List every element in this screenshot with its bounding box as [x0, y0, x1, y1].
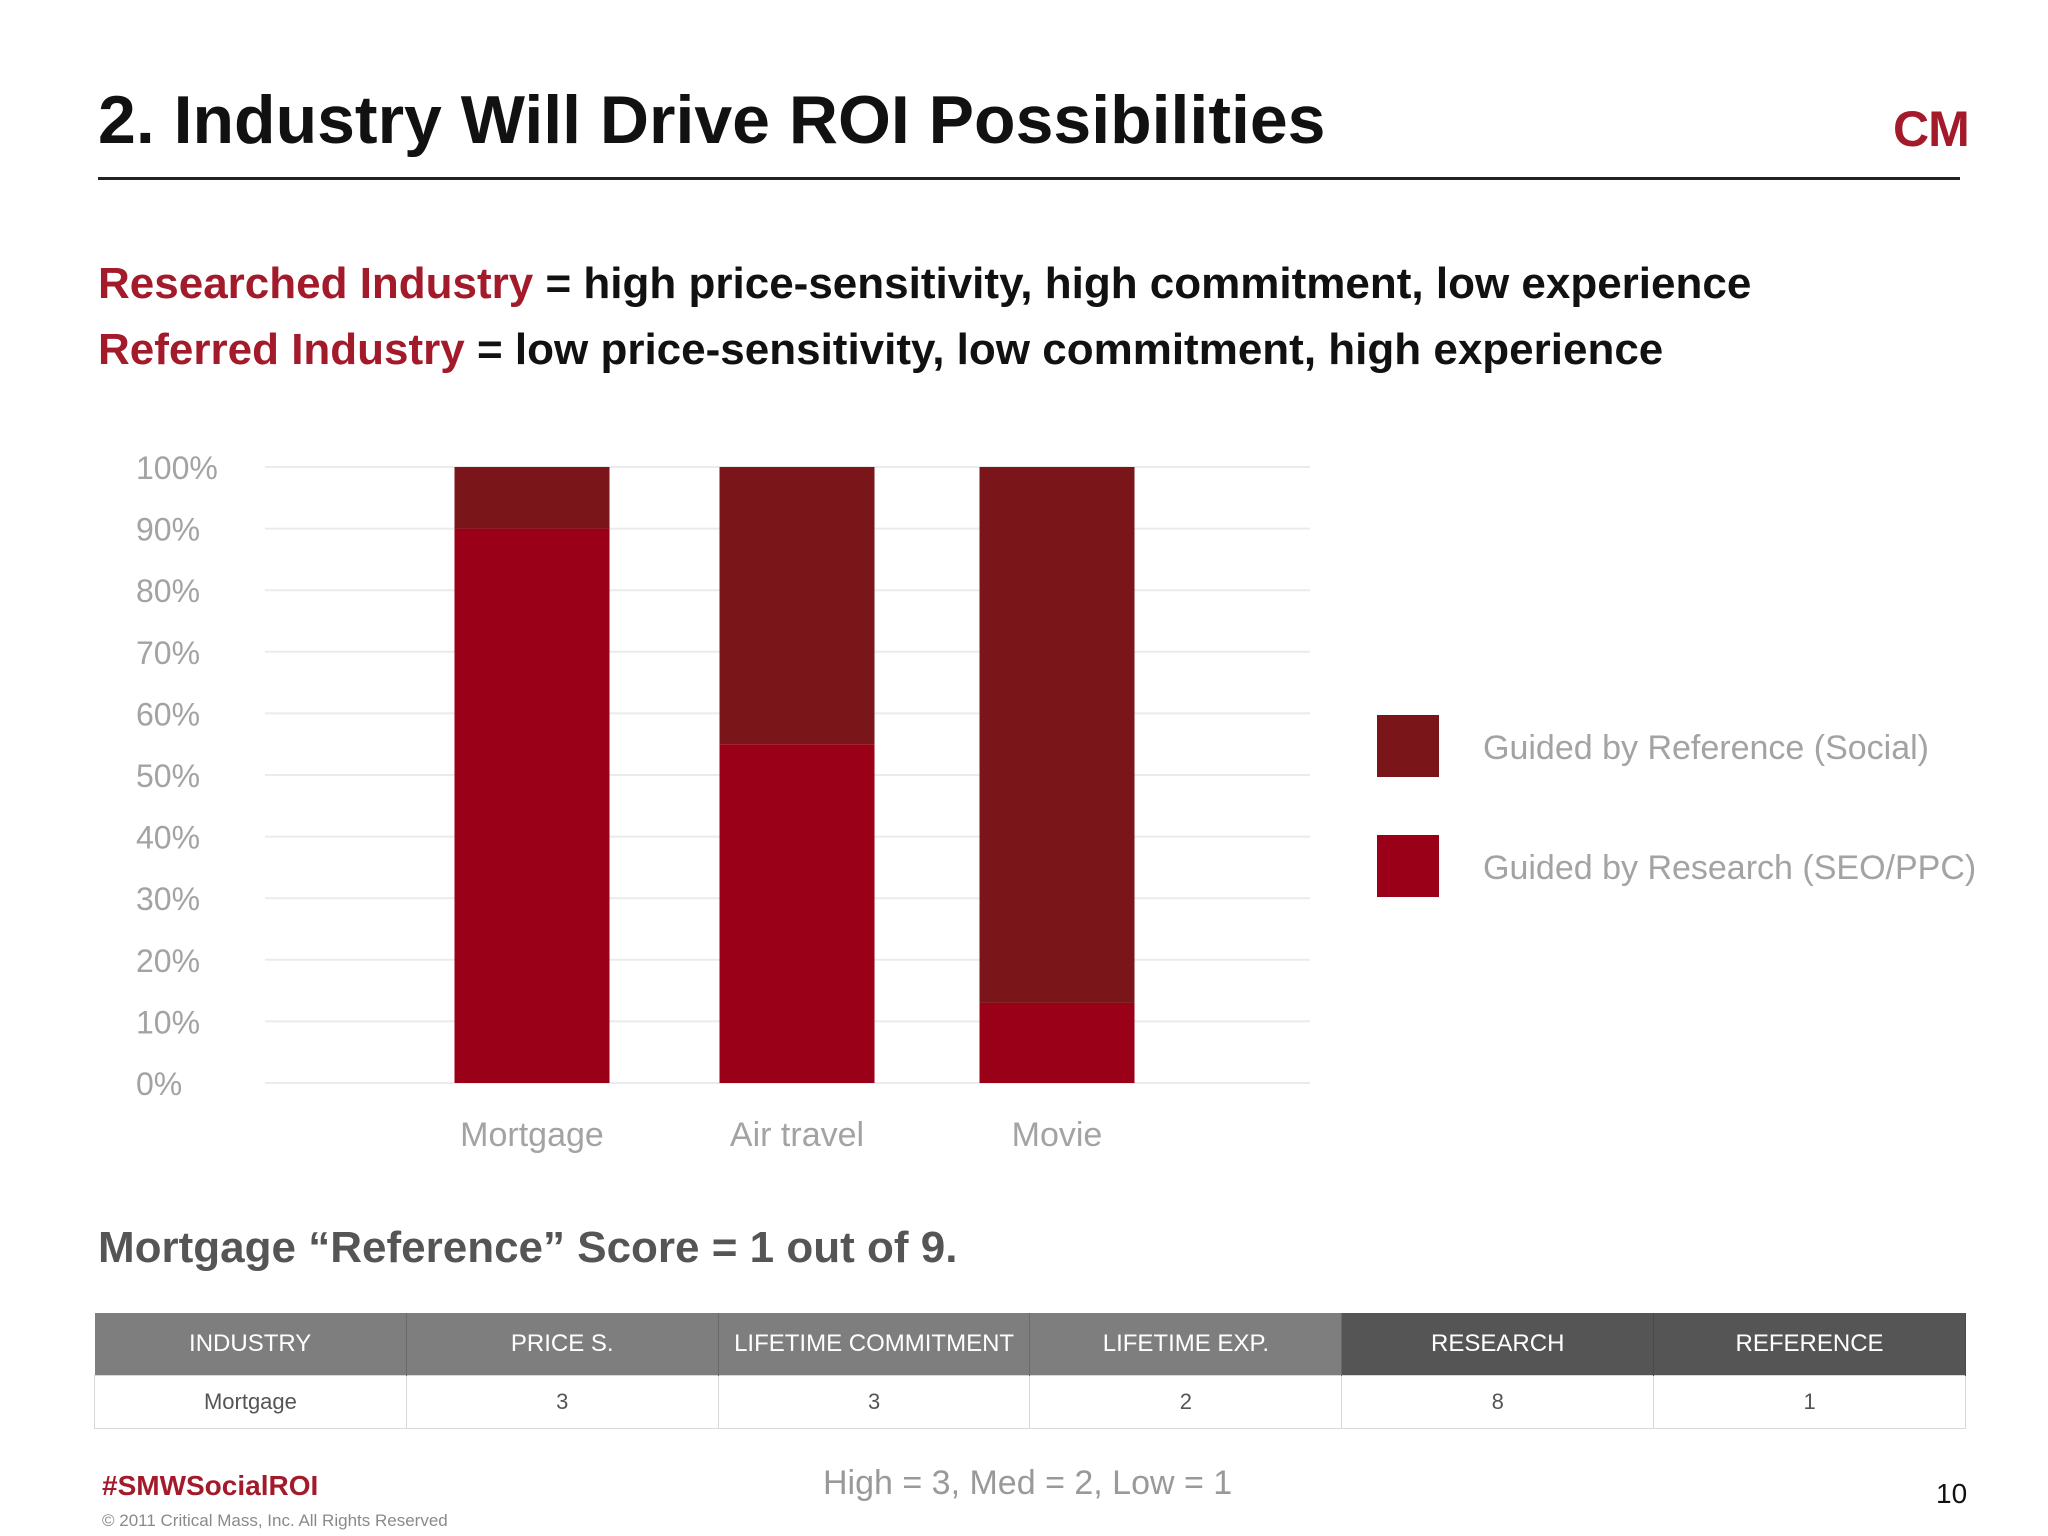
definition-term: Researched Industry [98, 259, 534, 308]
definition-referred: Referred Industry = low price-sensitivit… [98, 328, 1663, 372]
header-research: RESEARCH [1341, 1313, 1655, 1376]
x-tick-label: Movie [1012, 1116, 1103, 1154]
bar-research [979, 1002, 1135, 1083]
bar-research [719, 744, 875, 1083]
cell-price-sensitivity: 3 [405, 1375, 719, 1429]
header-industry: INDUSTRY [94, 1313, 407, 1376]
cell-lifetime-experience: 2 [1029, 1375, 1343, 1429]
header-price-sensitivity: PRICE S. [406, 1313, 719, 1376]
header-lifetime-experience: LIFETIME EXP. [1029, 1313, 1343, 1376]
bar-reference [719, 467, 875, 745]
bar-reference [979, 467, 1135, 1003]
x-tick-label: Mortgage [460, 1116, 604, 1154]
page-number: 10 [1936, 1478, 1968, 1509]
reference-score: Mortgage “Reference” Score = 1 out of 9. [98, 1223, 958, 1272]
cell-reference: 1 [1653, 1375, 1966, 1429]
definition-text: = low price-sensitivity, low commitment,… [464, 325, 1664, 374]
slide-title: 2. Industry Will Drive ROI Possibilities [98, 82, 1326, 158]
title-divider [98, 177, 1960, 180]
y-tick-label: 20% [136, 943, 200, 979]
cell-research: 8 [1341, 1375, 1655, 1429]
table-row: Mortgage 3 3 2 8 1 [94, 1375, 1966, 1429]
bar-research [454, 528, 610, 1083]
definition-term: Referred Industry [98, 325, 465, 374]
header-reference: REFERENCE [1653, 1313, 1966, 1376]
legend-label: Guided by Reference (Social) [1483, 729, 1929, 767]
y-tick-label: 30% [136, 881, 200, 917]
legend-swatch [1377, 835, 1439, 897]
bar-reference [454, 467, 610, 529]
legend-swatch [1377, 715, 1439, 777]
company-logo: CM [1893, 101, 1970, 157]
y-tick-label: 90% [136, 512, 200, 548]
scale-note: High = 3, Med = 2, Low = 1 [823, 1464, 1233, 1502]
copyright-notice: © 2011 Critical Mass, Inc. All Rights Re… [102, 1511, 448, 1530]
y-tick-label: 60% [136, 696, 200, 732]
industry-score-table: INDUSTRY PRICE S. LIFETIME COMMITMENT LI… [94, 1313, 1966, 1429]
legend-label: Guided by Research (SEO/PPC) [1483, 849, 1976, 887]
definition-text: = high price-sensitivity, high commitmen… [533, 259, 1752, 308]
hashtag: #SMWSocialROI [102, 1470, 319, 1501]
definition-researched: Researched Industry = high price-sensiti… [98, 262, 1751, 306]
cell-industry: Mortgage [94, 1375, 407, 1429]
y-tick-label: 10% [136, 1004, 200, 1040]
y-tick-label: 50% [136, 758, 200, 794]
header-lifetime-commitment: LIFETIME COMMITMENT [718, 1313, 1031, 1376]
y-tick-label: 0% [136, 1066, 182, 1102]
y-tick-label: 100% [136, 450, 218, 486]
y-tick-label: 40% [136, 820, 200, 856]
y-tick-label: 80% [136, 573, 200, 609]
x-tick-label: Air travel [730, 1116, 864, 1154]
y-tick-label: 70% [136, 635, 200, 671]
cell-lifetime-commitment: 3 [717, 1375, 1031, 1429]
table-header-row: INDUSTRY PRICE S. LIFETIME COMMITMENT LI… [94, 1313, 1966, 1376]
